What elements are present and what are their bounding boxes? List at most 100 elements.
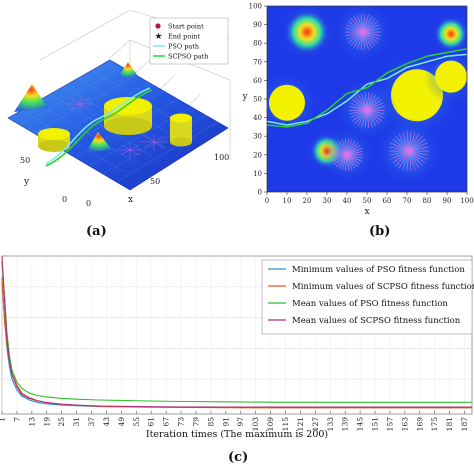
surface-3d-plot: 0 50 100 x 0 50 y Start point ★ End poin… <box>7 9 231 208</box>
line-x-tick-17: 103 <box>251 417 260 432</box>
heatmap-y-tick-5: 50 <box>253 96 262 104</box>
line-x-tick-21: 127 <box>311 417 320 432</box>
heatmap-y-tick-6: 60 <box>253 77 262 85</box>
heatmap-x-tick-1: 10 <box>283 197 292 205</box>
heatmap-y-tick-2: 20 <box>253 151 262 159</box>
line-x-tick-18: 109 <box>266 417 275 432</box>
line-x-tick-27: 163 <box>400 417 409 432</box>
line-x-tick-4: 25 <box>57 417 66 427</box>
line-x-tick-2: 13 <box>27 417 36 427</box>
heatmap-obstacle-9 <box>319 127 375 182</box>
line-x-tick-28: 169 <box>415 417 424 432</box>
axis-x-tick-0: 0 <box>86 199 91 208</box>
heatmap-x-tick-10: 100 <box>460 197 473 205</box>
heatmap-x-tick-7: 70 <box>403 197 412 205</box>
line-legend-label-2: Mean values of PSO fitness function <box>292 299 448 309</box>
heatmap-obstacles <box>267 6 467 186</box>
heatmap-obstacle-4 <box>430 13 467 55</box>
heatmap-plot: 0 10 20 30 40 50 60 70 80 90 100 0 10 20 30 40 50 60 70 80 9… <box>241 3 473 218</box>
panel-a: 0 50 100 x 0 50 y Start point ★ End poin… <box>0 0 237 250</box>
heatmap-obstacle-6 <box>332 6 394 63</box>
line-x-tick-9: 55 <box>132 417 141 427</box>
obstacle-cylinder-right <box>170 113 192 147</box>
obstacle-cone-center <box>86 132 112 152</box>
heatmap-axes: 0 10 20 30 40 50 60 70 80 90 100 0 10 20 30 40 50 60 70 80 9… <box>241 3 473 218</box>
line-x-tick-23: 139 <box>341 417 350 432</box>
line-x-tick-16: 97 <box>236 417 245 427</box>
panel-b: 0 10 20 30 40 50 60 70 80 90 100 0 10 20 30 40 50 60 70 80 9… <box>237 0 474 250</box>
line-x-tick-14: 85 <box>206 417 215 427</box>
line-x-tick-0: 1 <box>0 417 7 422</box>
heatmap-y-tick-3: 30 <box>253 133 262 141</box>
line-x-tick-13: 79 <box>191 417 200 427</box>
start-point-marker <box>155 23 161 29</box>
panel-c: 17 13 19 25 31 37 43 49 55 61 67 73 79 85 91 97 103 109 11… <box>0 250 474 474</box>
legend-a-start: Start point <box>168 23 204 31</box>
line-x-ticks: 17 13 19 25 31 37 43 49 55 61 67 73 79 85 91 97 103 109 11… <box>0 411 469 431</box>
heatmap-path-0 <box>267 53 467 126</box>
line-series-2 <box>1 262 472 403</box>
heatmap-path-1 <box>267 48 467 128</box>
line-x-tick-7: 43 <box>102 417 111 427</box>
line-x-tick-19: 115 <box>281 417 290 432</box>
heatmap-obstacle-0 <box>267 72 318 134</box>
line-x-tick-24: 145 <box>356 417 365 432</box>
heatmap-y-tick-10: 100 <box>249 3 262 11</box>
axis-x-tick-2: 100 <box>214 153 229 162</box>
panel-b-label: (b) <box>369 224 391 239</box>
heatmap-x-tick-3: 30 <box>323 197 332 205</box>
line-legend-label-1: Minimum values of SCPSO fitness function <box>292 282 474 292</box>
heatmap-paths <box>267 48 467 128</box>
heatmap-y-label: y <box>241 92 248 102</box>
line-x-tick-30: 181 <box>445 417 454 431</box>
heatmap-y-tick-8: 80 <box>253 40 262 48</box>
line-x-axis-label: Iteration times (The maximum is 200) <box>146 429 328 440</box>
line-series <box>1 255 472 409</box>
line-x-tick-20: 121 <box>296 417 305 431</box>
line-x-tick-11: 67 <box>162 417 171 427</box>
heatmap-x-label: x <box>364 207 369 217</box>
legend-a-pso: PSO path <box>168 43 199 51</box>
axis-x-tick-1: 50 <box>150 177 160 186</box>
line-legend: Minimum values of PSO fitness function Mi… <box>261 259 474 335</box>
obstacle-cone-back <box>118 62 138 78</box>
heatmap-obstacle-3 <box>279 6 335 60</box>
heatmap-obstacle-2 <box>423 49 467 104</box>
axis-y-label: y <box>23 177 30 187</box>
obstacle-cylinder-large <box>104 97 152 135</box>
heatmap-y-tick-0: 0 <box>258 189 262 197</box>
obstacle-spikes <box>66 96 168 157</box>
line-x-tick-1: 7 <box>12 417 21 422</box>
pso-path-3d <box>45 87 151 165</box>
heatmap-y-tick-7: 70 <box>253 58 262 66</box>
line-x-tick-12: 73 <box>177 417 186 427</box>
heatmap-y-tick-9: 90 <box>253 21 262 29</box>
heatmap-x-tick-9: 90 <box>443 197 452 205</box>
line-legend-box <box>261 259 473 335</box>
line-x-tick-31: 187 <box>460 417 469 432</box>
legend-a: Start point ★ End point PSO path SCPSO p… <box>149 17 229 65</box>
panel-a-label: (a) <box>86 224 107 239</box>
heatmap-obstacle-7 <box>336 79 398 141</box>
line-x-tick-25: 151 <box>371 417 380 431</box>
obstacle-cone-left <box>14 84 48 112</box>
axis-y-tick-0: 0 <box>62 195 67 204</box>
heatmap-x-tick-4: 40 <box>343 197 352 205</box>
line-x-tick-29: 175 <box>430 417 439 432</box>
legend-a-scpso: SCPSO path <box>168 53 208 61</box>
axis-x-label: x <box>128 195 133 205</box>
heatmap-x-tick-6: 60 <box>383 197 392 205</box>
axis-y-tick-1: 50 <box>20 156 30 165</box>
heatmap-x-tick-5: 50 <box>363 197 372 205</box>
heatmap-y-tick-4: 40 <box>253 114 262 122</box>
end-point-marker: ★ <box>155 32 163 42</box>
panel-c-label: (c) <box>228 450 249 465</box>
line-x-tick-3: 19 <box>42 417 51 427</box>
line-x-tick-22: 133 <box>326 417 335 432</box>
heatmap-obstacle-8 <box>375 117 443 186</box>
line-x-tick-26: 157 <box>385 417 394 432</box>
line-x-tick-15: 91 <box>221 417 230 427</box>
heatmap-x-tick-8: 80 <box>423 197 432 205</box>
line-legend-label-3: Mean values of SCPSO fitness function <box>292 316 461 326</box>
legend-a-end: End point <box>168 33 200 41</box>
